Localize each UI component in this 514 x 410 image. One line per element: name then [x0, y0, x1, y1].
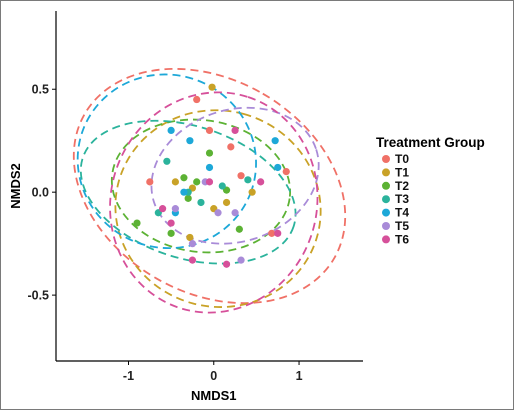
point-t0 — [268, 229, 276, 237]
point-t3 — [218, 182, 226, 190]
point-t6 — [222, 260, 231, 268]
axis-ticks: -1 0 1 0.5 0.0 -0.5 — [27, 83, 302, 383]
legend-label-t3: T3 — [395, 192, 409, 206]
y-axis-title: NMDS2 — [8, 163, 23, 209]
point-t4 — [167, 126, 175, 135]
point-t5 — [237, 256, 245, 264]
y-tick-label: 0.5 — [32, 83, 49, 97]
legend-marker-t3 — [382, 195, 390, 204]
point-t3 — [197, 198, 205, 207]
point-t2 — [167, 229, 175, 237]
legend-label-t6: T6 — [395, 232, 409, 246]
point-t2 — [180, 174, 188, 182]
point-t0 — [193, 95, 201, 104]
legend-label-t5: T5 — [395, 219, 409, 233]
x-axis-title: NMDS1 — [191, 388, 237, 403]
point-t5 — [231, 209, 239, 217]
point-t0 — [205, 126, 214, 135]
point-t6 — [274, 229, 282, 237]
legend-label-t1: T1 — [395, 165, 409, 179]
legend-marker-t5 — [382, 222, 390, 230]
ellipse-t6 — [109, 91, 319, 314]
point-t2 — [205, 149, 214, 157]
point-t2 — [193, 178, 201, 186]
point-t4 — [271, 137, 279, 145]
plot-area — [72, 67, 347, 314]
x-tick-label: 0 — [210, 369, 217, 383]
ellipse-t2 — [110, 118, 292, 254]
point-t0 — [146, 178, 154, 186]
legend-marker-t4 — [382, 208, 390, 217]
point-t6 — [188, 256, 197, 264]
point-t1 — [222, 198, 231, 207]
point-t6 — [231, 126, 239, 135]
ellipse-t0 — [72, 67, 347, 305]
y-tick-label: 0.0 — [32, 186, 49, 200]
point-t3 — [163, 157, 171, 165]
legend-label-t2: T2 — [395, 179, 409, 193]
legend-marker-t1 — [382, 168, 390, 177]
legend-marker-t2 — [382, 181, 390, 190]
point-t0 — [237, 172, 245, 180]
point-t6 — [158, 205, 167, 213]
point-t0 — [282, 167, 290, 176]
point-t2 — [184, 194, 192, 202]
point-t6 — [167, 219, 175, 227]
point-t4 — [180, 188, 188, 196]
point-t0 — [227, 143, 235, 151]
point-t6 — [205, 178, 214, 186]
point-t5 — [188, 240, 197, 248]
point-t6 — [257, 178, 265, 186]
legend-label-t0: T0 — [395, 152, 409, 166]
point-t1 — [248, 188, 256, 196]
ellipse-t1 — [114, 109, 322, 308]
y-tick-label: -0.5 — [27, 289, 49, 303]
point-t5 — [214, 209, 222, 217]
point-t1 — [171, 178, 179, 186]
point-t2 — [235, 225, 243, 233]
point-t2 — [133, 219, 141, 227]
point-t1 — [186, 233, 194, 242]
point-t4 — [274, 163, 282, 172]
legend-marker-t6 — [382, 235, 390, 244]
point-t3 — [244, 176, 252, 184]
point-t4 — [186, 137, 194, 145]
point-t5 — [171, 205, 179, 213]
ellipse-t5 — [150, 106, 320, 245]
x-tick-label: -1 — [123, 369, 134, 383]
point-t4 — [205, 163, 214, 172]
legend-title: Treatment Group — [376, 135, 485, 150]
legend-marker-t0 — [382, 155, 390, 163]
point-t1 — [208, 83, 216, 91]
x-tick-label: 1 — [296, 369, 303, 383]
legend-label-t4: T4 — [395, 206, 409, 220]
